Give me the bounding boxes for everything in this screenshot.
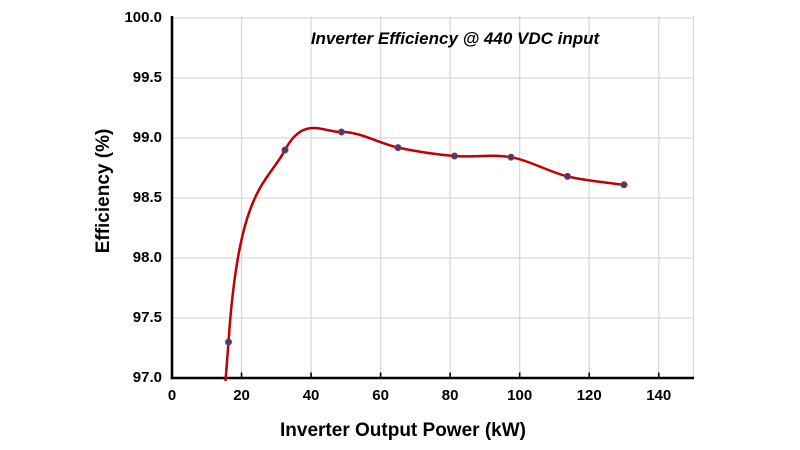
y-tick-label: 99.5	[132, 69, 162, 86]
y-tick-label: 97.0	[132, 369, 162, 386]
y-tick-label: 97.5	[132, 309, 162, 326]
data-point-marker	[225, 338, 232, 346]
chart-title: Inverter Efficiency @ 440 VDC input	[310, 29, 600, 48]
y-tick-label: 98.5	[132, 189, 162, 206]
data-point-marker	[451, 152, 458, 160]
y-tick-label: 98.0	[132, 249, 162, 266]
data-point-marker	[394, 144, 402, 152]
x-tick-label: 0	[167, 387, 177, 404]
data-point-marker	[338, 128, 345, 136]
y-tick-label: 100.0	[124, 9, 162, 26]
x-tick-label: 60	[372, 387, 389, 404]
efficiency-curve	[224, 126, 626, 381]
data-point-marker	[507, 153, 515, 161]
data-point-marker	[620, 181, 628, 189]
x-tick-label: 20	[233, 387, 250, 404]
x-axis-title: Inverter Output Power (kW)	[280, 420, 526, 441]
x-tick-label: 120	[576, 387, 602, 404]
x-tick-label: 40	[302, 387, 320, 404]
x-tick-label: 140	[646, 387, 672, 404]
y-tick-label: 99.0	[132, 129, 162, 146]
x-tick-label: 100	[507, 387, 533, 404]
x-tick-label: 80	[441, 387, 459, 404]
data-point-marker	[564, 172, 571, 180]
data-point-marker	[281, 146, 289, 154]
